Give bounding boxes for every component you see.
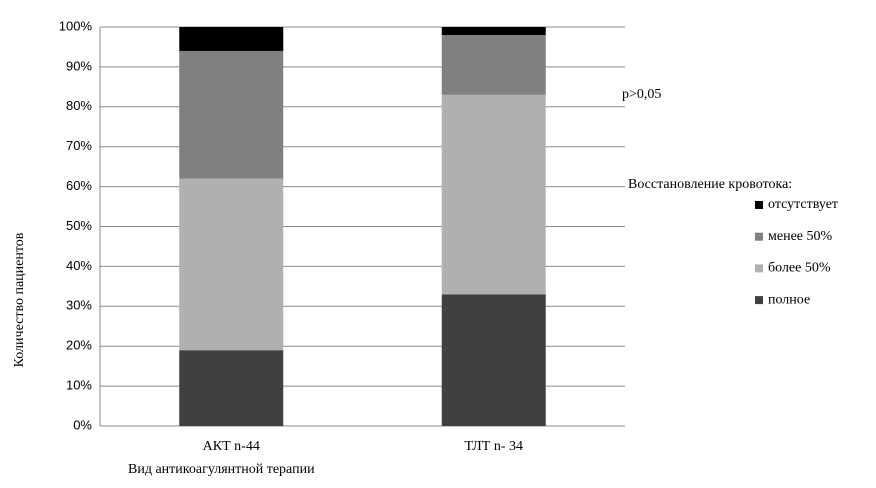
y-tick-label: 40% [66,258,92,273]
y-tick-label: 70% [66,138,92,153]
y-tick-label: 60% [66,178,92,193]
x-axis-title: Вид антикоагулянтной терапии [128,462,315,477]
y-tick-label: 30% [66,298,92,313]
bar-segment [179,50,284,179]
legend-swatch [755,296,763,305]
y-tick-label: 80% [66,98,92,113]
bar-segment [441,34,546,95]
y-tick-label: 10% [66,378,92,393]
y-tick-label: 0% [73,417,92,432]
y-tick-label: 100% [59,18,93,33]
legend-label: более 50% [768,261,831,276]
legend-swatch [755,232,763,241]
y-tick-label: 50% [66,218,92,233]
x-tick-label: ТЛТ n- 34 [464,439,523,454]
legend-label: менее 50% [768,229,832,244]
bar-segment [441,94,546,295]
bar-segment [179,350,284,426]
legend-title: Восстановление кровотока: [628,177,792,192]
y-tick-label: 90% [66,58,92,73]
bar-segment [179,178,284,351]
legend-swatch [755,201,763,209]
bar-segment [441,27,546,35]
bar-segment [441,294,546,426]
y-tick-label: 20% [66,338,92,353]
annotation: p>0,05 [622,87,661,102]
legend-label: отсутствует [768,197,838,212]
y-axis-title: Количество пациентов [12,232,27,367]
legend-label: полное [768,292,810,307]
legend-swatch [755,264,763,273]
x-tick-label: АКТ n-44 [203,439,260,454]
bar-segment [179,27,284,51]
